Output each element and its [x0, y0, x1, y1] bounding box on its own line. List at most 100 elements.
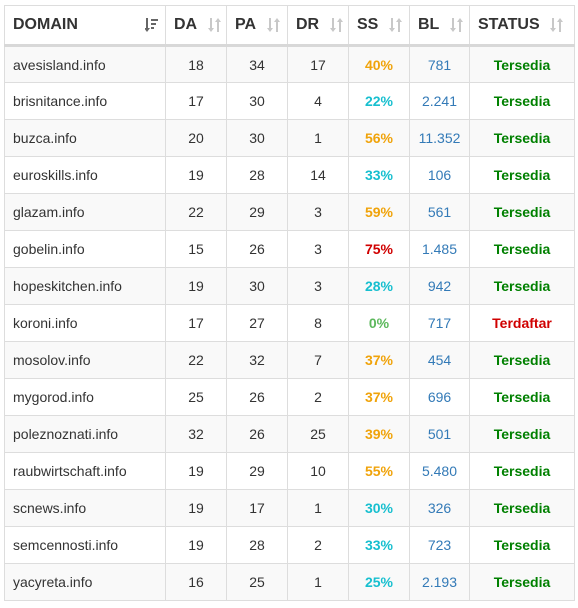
cell-pa: 27 — [226, 304, 288, 342]
table-row: glazam.info 22 29 3 59% 561 Tersedia — [4, 193, 575, 231]
table-row: poleznoznati.info 32 26 25 39% 501 Tersedia — [4, 415, 575, 453]
cell-dr: 25 — [287, 415, 349, 453]
cell-status: Tersedia — [469, 341, 575, 379]
cell-dr: 3 — [287, 267, 349, 305]
cell-bl: 106 — [409, 156, 470, 194]
cell-ss: 25% — [348, 563, 410, 601]
cell-ss: 30% — [348, 489, 410, 527]
cell-da: 22 — [165, 341, 227, 379]
cell-domain: glazam.info — [4, 193, 166, 231]
column-header-bl[interactable]: BL — [409, 5, 470, 47]
cell-da: 20 — [165, 119, 227, 157]
cell-dr: 3 — [287, 230, 349, 268]
cell-pa: 30 — [226, 119, 288, 157]
column-header-da-label: DA — [174, 15, 198, 33]
cell-domain: yacyreta.info — [4, 563, 166, 601]
column-header-da[interactable]: DA — [165, 5, 227, 47]
cell-status: Tersedia — [469, 489, 575, 527]
cell-da: 19 — [165, 156, 227, 194]
cell-da: 19 — [165, 489, 227, 527]
table-row: koroni.info 17 27 8 0% 717 Terdaftar — [4, 304, 575, 342]
cell-da: 19 — [165, 452, 227, 490]
table-row: raubwirtschaft.info 19 29 10 55% 5.480 Tersedi… — [4, 452, 575, 490]
cell-bl: 781 — [409, 45, 470, 83]
cell-dr: 1 — [287, 563, 349, 601]
cell-pa: 26 — [226, 415, 288, 453]
cell-ss: 0% — [348, 304, 410, 342]
cell-bl: 2.193 — [409, 563, 470, 601]
cell-status: Tersedia — [469, 378, 575, 416]
cell-status: Tersedia — [469, 526, 575, 564]
table-body: avesisland.info 18 34 17 40% 781 Tersedia brisn… — [4, 45, 575, 601]
cell-ss: 22% — [348, 82, 410, 120]
table-row: buzca.info 20 30 1 56% 11.352 Tersedia — [4, 119, 575, 157]
cell-da: 17 — [165, 304, 227, 342]
cell-pa: 32 — [226, 341, 288, 379]
cell-pa: 28 — [226, 526, 288, 564]
sort-descending-icon — [145, 18, 158, 32]
table-row: hopeskitchen.info 19 30 3 28% 942 Tersedia — [4, 267, 575, 305]
cell-dr: 14 — [287, 156, 349, 194]
column-header-dr[interactable]: DR — [287, 5, 349, 47]
cell-da: 32 — [165, 415, 227, 453]
cell-ss: 37% — [348, 341, 410, 379]
cell-ss: 40% — [348, 45, 410, 83]
cell-domain: koroni.info — [4, 304, 166, 342]
cell-ss: 75% — [348, 230, 410, 268]
cell-status: Tersedia — [469, 193, 575, 231]
cell-domain: mosolov.info — [4, 341, 166, 379]
domain-table-container: DOMAIN DA — [4, 5, 575, 601]
cell-da: 18 — [165, 45, 227, 83]
cell-domain: gobelin.info — [4, 230, 166, 268]
cell-domain: poleznoznati.info — [4, 415, 166, 453]
cell-status: Tersedia — [469, 230, 575, 268]
cell-ss: 33% — [348, 156, 410, 194]
cell-ss: 28% — [348, 267, 410, 305]
column-header-domain[interactable]: DOMAIN — [4, 5, 166, 47]
cell-bl: 501 — [409, 415, 470, 453]
cell-domain: euroskills.info — [4, 156, 166, 194]
cell-pa: 30 — [226, 267, 288, 305]
cell-dr: 7 — [287, 341, 349, 379]
column-header-status-label: STATUS — [478, 15, 540, 33]
cell-pa: 34 — [226, 45, 288, 83]
cell-dr: 17 — [287, 45, 349, 83]
column-header-status[interactable]: STATUS — [469, 5, 575, 47]
cell-da: 19 — [165, 267, 227, 305]
sort-unsorted-icon — [388, 17, 402, 32]
cell-status: Tersedia — [469, 452, 575, 490]
cell-bl: 5.480 — [409, 452, 470, 490]
cell-dr: 8 — [287, 304, 349, 342]
cell-dr: 10 — [287, 452, 349, 490]
column-header-pa[interactable]: PA — [226, 5, 288, 47]
sort-unsorted-icon — [449, 17, 463, 32]
cell-status: Tersedia — [469, 82, 575, 120]
cell-status: Tersedia — [469, 563, 575, 601]
table-row: avesisland.info 18 34 17 40% 781 Tersedia — [4, 45, 575, 83]
cell-dr: 2 — [287, 378, 349, 416]
cell-da: 15 — [165, 230, 227, 268]
cell-domain: semcennosti.info — [4, 526, 166, 564]
cell-domain: brisnitance.info — [4, 82, 166, 120]
cell-pa: 17 — [226, 489, 288, 527]
cell-da: 22 — [165, 193, 227, 231]
header-row: DOMAIN DA — [4, 5, 575, 47]
cell-pa: 30 — [226, 82, 288, 120]
cell-ss: 55% — [348, 452, 410, 490]
table-row: brisnitance.info 17 30 4 22% 2.241 Tersedia — [4, 82, 575, 120]
column-header-ss[interactable]: SS — [348, 5, 410, 47]
cell-pa: 28 — [226, 156, 288, 194]
column-header-pa-label: PA — [235, 15, 257, 33]
cell-ss: 37% — [348, 378, 410, 416]
cell-da: 19 — [165, 526, 227, 564]
table-row: mygorod.info 25 26 2 37% 696 Tersedia — [4, 378, 575, 416]
sort-unsorted-icon — [550, 17, 564, 32]
cell-ss: 56% — [348, 119, 410, 157]
table-row: gobelin.info 15 26 3 75% 1.485 Tersedia — [4, 230, 575, 268]
cell-bl: 696 — [409, 378, 470, 416]
cell-dr: 3 — [287, 193, 349, 231]
cell-domain: buzca.info — [4, 119, 166, 157]
column-header-ss-label: SS — [357, 15, 379, 33]
cell-da: 16 — [165, 563, 227, 601]
table-header: DOMAIN DA — [4, 5, 575, 47]
